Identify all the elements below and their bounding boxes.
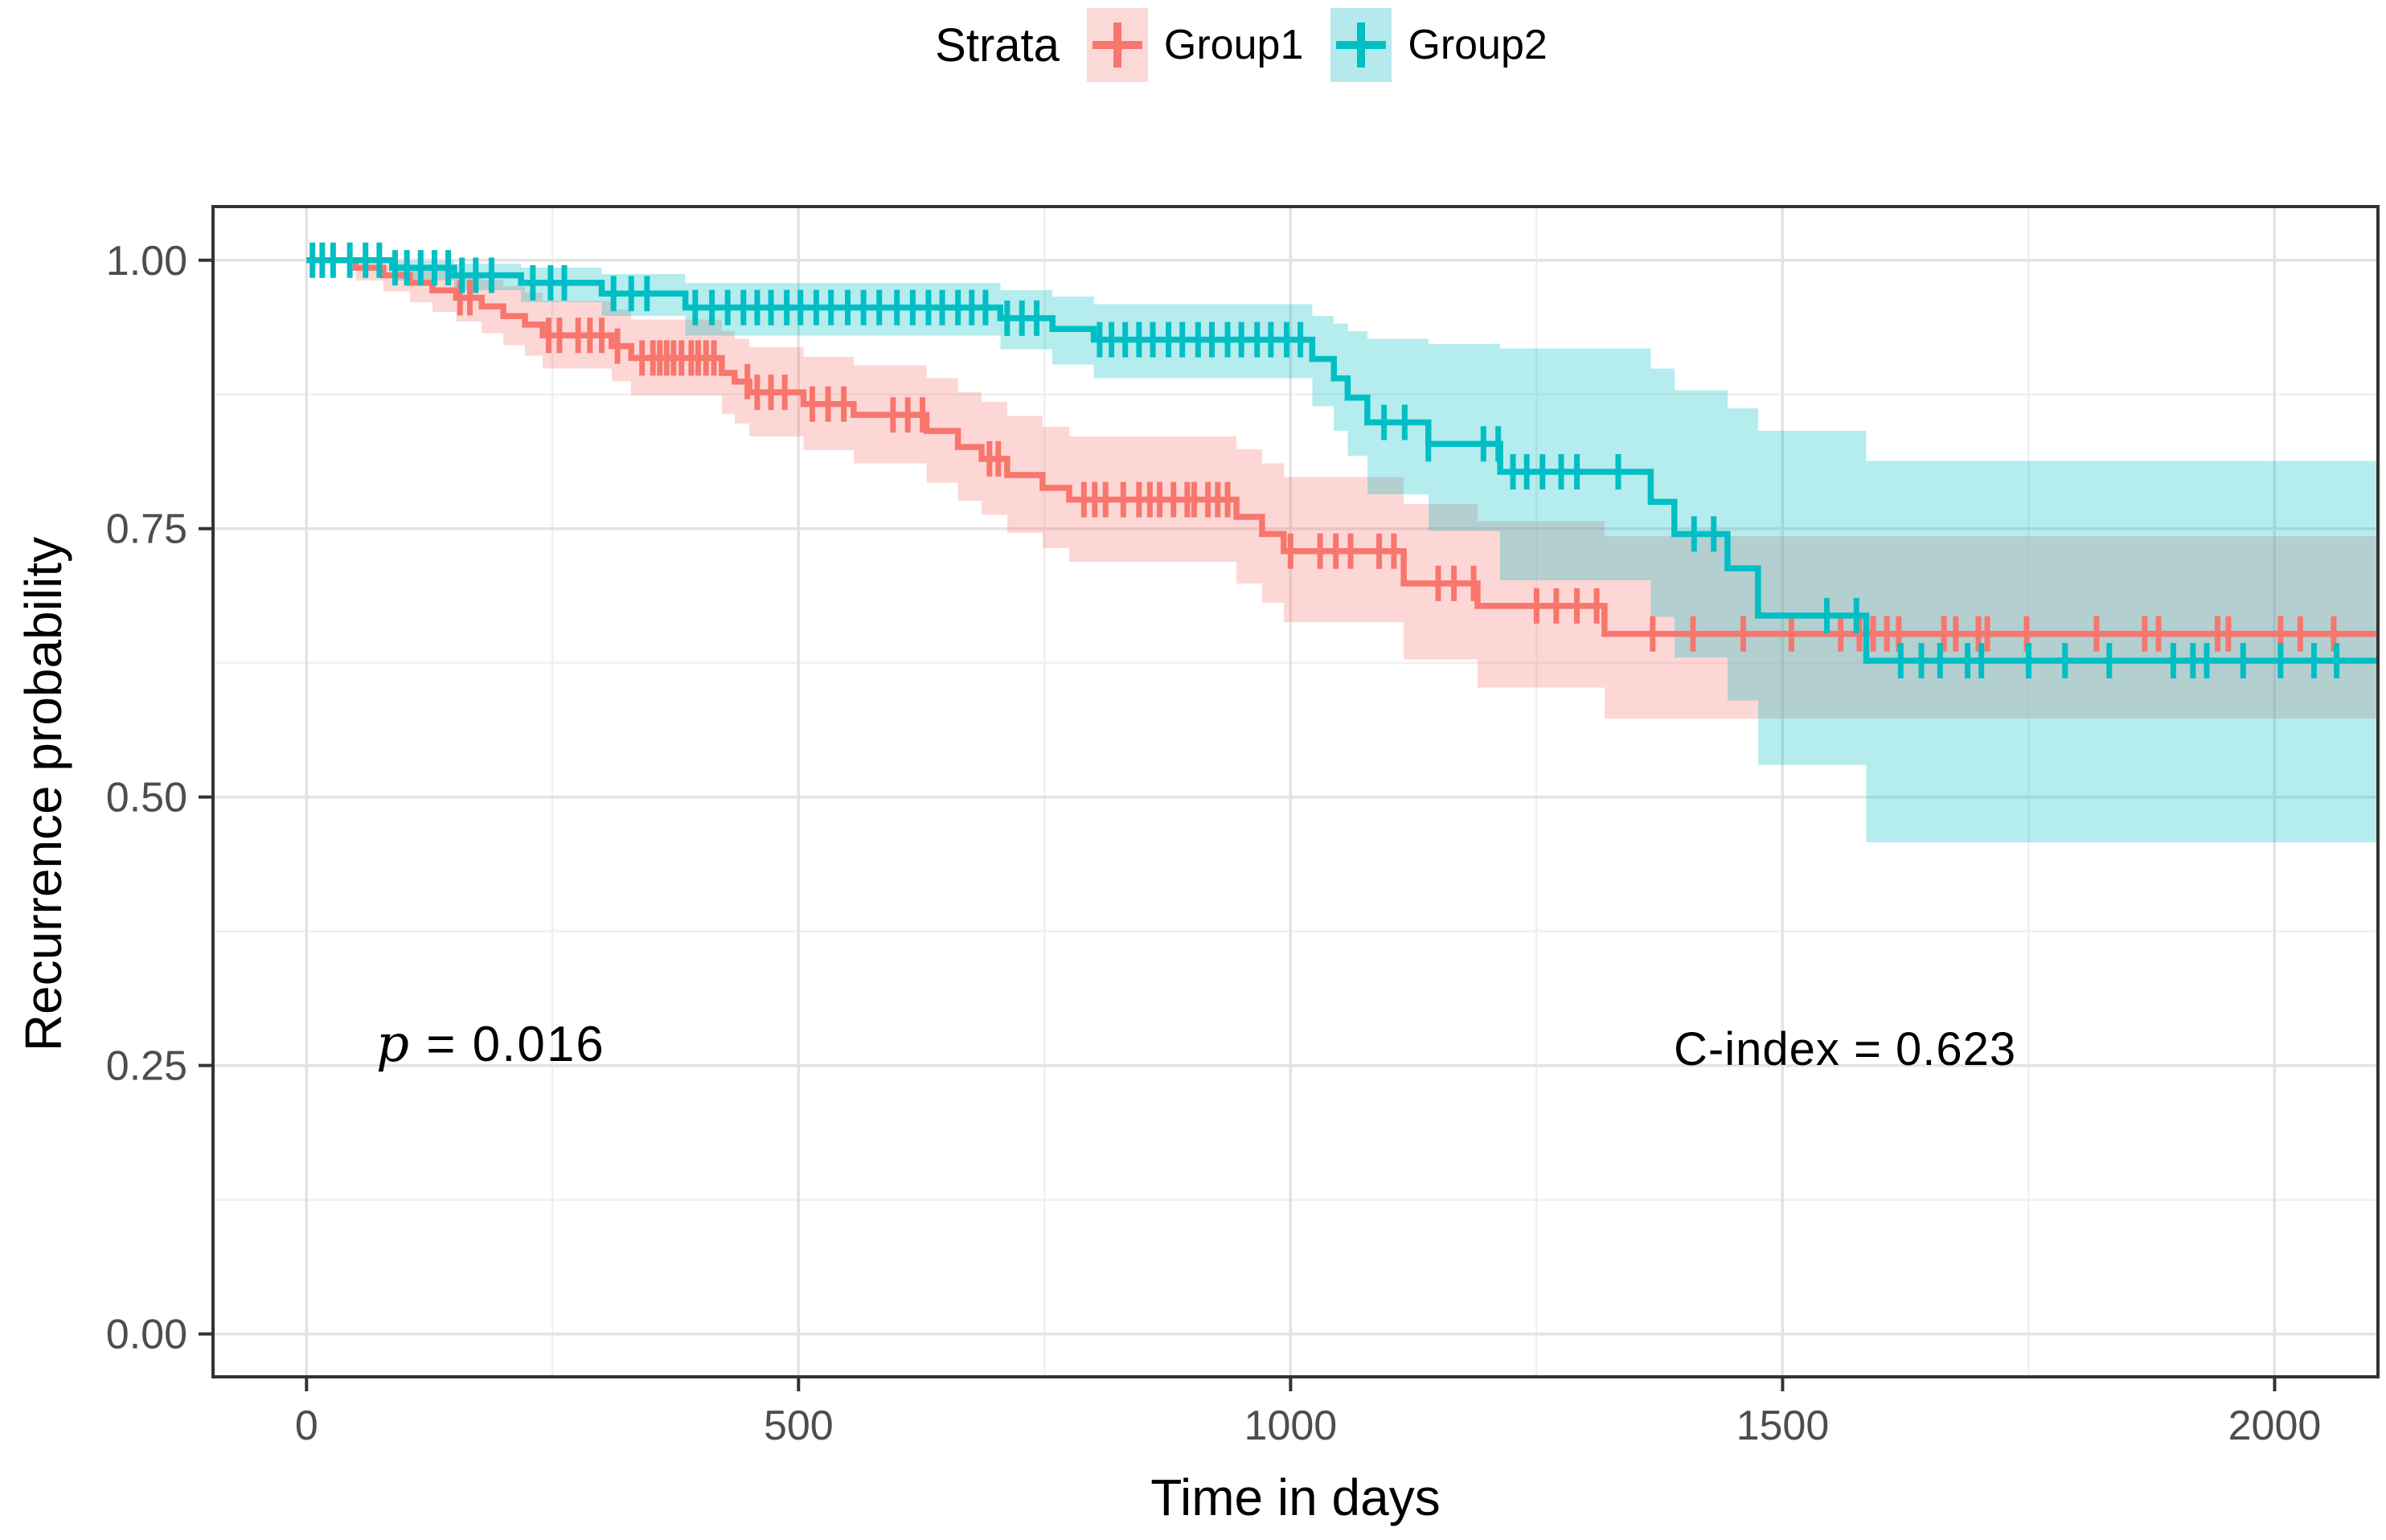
y-tick-label: 1.00 bbox=[106, 238, 187, 285]
x-tick-label: 0 bbox=[295, 1403, 318, 1449]
p-value-text: = 0.016 bbox=[410, 1017, 605, 1072]
p-value-annotation: p = 0.016 bbox=[376, 1014, 605, 1074]
legend-label-group1: Group1 bbox=[1163, 22, 1304, 68]
y-axis-title: Recurrence probability bbox=[14, 536, 72, 1052]
group1-key-icon bbox=[1086, 8, 1148, 82]
y-tick-label: 0.50 bbox=[106, 775, 187, 821]
axis-ticks: 0 500 1000 1500 2000 0.00 0.25 0.50 0.75 1.00 bbox=[106, 238, 2322, 1449]
group2-censor-marks bbox=[310, 242, 2340, 679]
plot-area bbox=[306, 242, 2378, 842]
group1-survival-curve bbox=[306, 257, 2378, 637]
x-axis-title: Time in days bbox=[1150, 1468, 1441, 1526]
panel-border bbox=[211, 205, 2380, 1378]
y-tick-label: 0.75 bbox=[106, 506, 187, 553]
group2-survival-curve bbox=[306, 257, 2378, 664]
p-symbol: p bbox=[376, 1014, 411, 1074]
group2-key-icon bbox=[1330, 8, 1392, 82]
group1-confidence-band bbox=[306, 260, 2378, 719]
legend-item-group2[interactable]: Group2 bbox=[1330, 8, 1548, 82]
group2-confidence-band bbox=[306, 260, 2378, 842]
legend-label-group2: Group2 bbox=[1408, 22, 1548, 68]
gridlines bbox=[213, 207, 2378, 1377]
x-tick-label: 500 bbox=[764, 1403, 834, 1449]
legend-item-group1[interactable]: Group1 bbox=[1086, 8, 1304, 82]
y-tick-label: 0.00 bbox=[106, 1312, 187, 1358]
y-tick-label: 0.25 bbox=[106, 1043, 187, 1090]
legend-title: Strata bbox=[935, 18, 1060, 72]
x-tick-label: 1000 bbox=[1244, 1403, 1338, 1449]
legend: Strata Group1 Group2 bbox=[0, 8, 2386, 82]
x-tick-label: 2000 bbox=[2228, 1403, 2322, 1449]
group1-censor-marks bbox=[457, 280, 2337, 652]
c-index-annotation: C-index = 0.623 bbox=[1674, 1023, 2017, 1075]
x-tick-label: 1500 bbox=[1736, 1403, 1830, 1449]
